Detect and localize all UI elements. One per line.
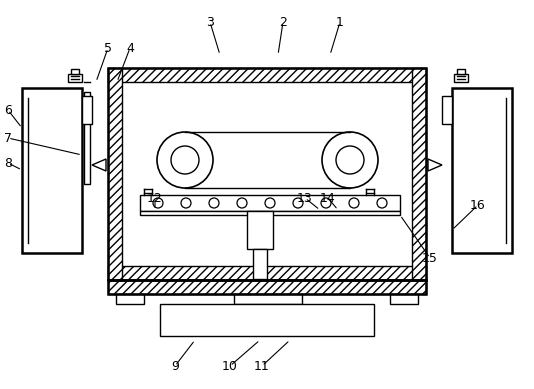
Text: 15: 15 bbox=[422, 252, 438, 265]
Text: 7: 7 bbox=[4, 131, 12, 144]
Bar bbox=[390, 294, 418, 304]
Bar bbox=[140, 195, 400, 211]
Bar bbox=[457, 69, 465, 74]
Bar bbox=[108, 68, 426, 82]
Bar bbox=[68, 74, 82, 82]
Bar bbox=[84, 92, 90, 184]
Bar bbox=[116, 294, 144, 304]
Bar bbox=[108, 266, 426, 280]
Bar bbox=[108, 280, 426, 294]
Polygon shape bbox=[92, 159, 106, 171]
Bar bbox=[122, 82, 412, 266]
Bar bbox=[247, 211, 273, 249]
Text: 4: 4 bbox=[126, 42, 134, 54]
Bar bbox=[442, 96, 452, 124]
Text: 3: 3 bbox=[206, 16, 214, 28]
Bar bbox=[452, 88, 512, 253]
Bar bbox=[454, 74, 468, 82]
Text: 13: 13 bbox=[297, 191, 313, 205]
Bar bbox=[234, 294, 302, 304]
Bar bbox=[71, 69, 79, 74]
Bar bbox=[82, 96, 92, 124]
Bar bbox=[140, 211, 400, 215]
Bar bbox=[108, 280, 426, 294]
Bar bbox=[108, 68, 122, 280]
Text: 1: 1 bbox=[336, 16, 344, 28]
Text: 12: 12 bbox=[147, 191, 163, 205]
Text: 16: 16 bbox=[470, 198, 486, 212]
Text: 9: 9 bbox=[171, 359, 179, 373]
Bar bbox=[160, 304, 374, 336]
Text: 6: 6 bbox=[4, 103, 12, 116]
Text: 2: 2 bbox=[279, 16, 287, 28]
Text: 10: 10 bbox=[222, 359, 238, 373]
Text: 5: 5 bbox=[104, 42, 112, 54]
Bar bbox=[108, 68, 426, 280]
Text: 8: 8 bbox=[4, 156, 12, 170]
Bar bbox=[22, 88, 82, 253]
Polygon shape bbox=[428, 159, 442, 171]
Bar bbox=[253, 249, 267, 279]
Text: 14: 14 bbox=[320, 191, 336, 205]
Text: 11: 11 bbox=[254, 359, 270, 373]
Bar bbox=[412, 68, 426, 280]
